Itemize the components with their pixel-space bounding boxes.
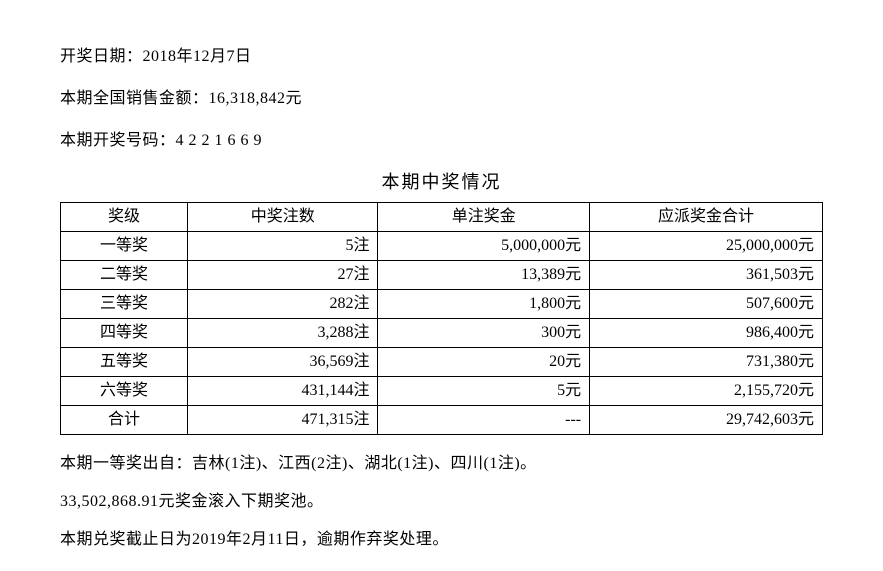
cell-unit: 5,000,000元 [378, 232, 590, 261]
numbers-line: 本期开奖号码：4 2 2 1 6 6 9 [60, 126, 823, 150]
numbers-label: 本期开奖号码： [60, 132, 176, 149]
cell-total: 25,000,000元 [590, 232, 823, 261]
rollover-line: 33,502,868.91元奖金滚入下期奖池。 [60, 487, 823, 511]
cell-count: 431,144注 [187, 377, 377, 406]
sales-value: 16,318,842元 [209, 90, 303, 107]
cell-level: 四等奖 [61, 319, 188, 348]
prize-table-body: 一等奖 5注 5,000,000元 25,000,000元 二等奖 27注 13… [61, 232, 823, 435]
cell-level: 合计 [61, 406, 188, 435]
cell-level: 三等奖 [61, 290, 188, 319]
first-prize-origin-label: 本期一等奖出自： [60, 455, 192, 472]
table-header-row: 奖级 中奖注数 单注奖金 应派奖金合计 [61, 203, 823, 232]
col-header-level: 奖级 [61, 203, 188, 232]
table-row: 三等奖 282注 1,800元 507,600元 [61, 290, 823, 319]
cell-count: 5注 [187, 232, 377, 261]
cell-total: 2,155,720元 [590, 377, 823, 406]
section-title: 本期中奖情况 [60, 168, 823, 194]
cell-count: 3,288注 [187, 319, 377, 348]
cell-count: 27注 [187, 261, 377, 290]
cell-unit: 13,389元 [378, 261, 590, 290]
cell-level: 五等奖 [61, 348, 188, 377]
cell-count: 282注 [187, 290, 377, 319]
sales-label: 本期全国销售金额： [60, 90, 209, 107]
first-prize-origin-value: 吉林(1注)、江西(2注)、湖北(1注)、四川(1注)。 [192, 455, 537, 472]
col-header-unit: 单注奖金 [378, 203, 590, 232]
cell-total: 507,600元 [590, 290, 823, 319]
cell-level: 二等奖 [61, 261, 188, 290]
cell-level: 一等奖 [61, 232, 188, 261]
col-header-count: 中奖注数 [187, 203, 377, 232]
cell-total: 361,503元 [590, 261, 823, 290]
prize-table: 奖级 中奖注数 单注奖金 应派奖金合计 一等奖 5注 5,000,000元 25… [60, 202, 823, 435]
cell-unit: 300元 [378, 319, 590, 348]
cell-unit: 20元 [378, 348, 590, 377]
cell-total: 986,400元 [590, 319, 823, 348]
table-row: 六等奖 431,144注 5元 2,155,720元 [61, 377, 823, 406]
cell-total: 29,742,603元 [590, 406, 823, 435]
draw-date-label: 开奖日期： [60, 48, 143, 65]
table-row: 四等奖 3,288注 300元 986,400元 [61, 319, 823, 348]
cell-count: 471,315注 [187, 406, 377, 435]
numbers-value: 4 2 2 1 6 6 9 [176, 132, 263, 149]
cell-count: 36,569注 [187, 348, 377, 377]
col-header-total: 应派奖金合计 [590, 203, 823, 232]
cell-unit: 1,800元 [378, 290, 590, 319]
cell-unit: 5元 [378, 377, 590, 406]
table-row: 五等奖 36,569注 20元 731,380元 [61, 348, 823, 377]
cell-total: 731,380元 [590, 348, 823, 377]
table-row: 一等奖 5注 5,000,000元 25,000,000元 [61, 232, 823, 261]
table-row: 二等奖 27注 13,389元 361,503元 [61, 261, 823, 290]
deadline-line: 本期兑奖截止日为2019年2月11日，逾期作弃奖处理。 [60, 525, 823, 549]
table-row-total: 合计 471,315注 --- 29,742,603元 [61, 406, 823, 435]
lottery-result-page: 开奖日期：2018年12月7日 本期全国销售金额：16,318,842元 本期开… [0, 0, 883, 571]
cell-unit: --- [378, 406, 590, 435]
first-prize-origin-line: 本期一等奖出自：吉林(1注)、江西(2注)、湖北(1注)、四川(1注)。 [60, 449, 823, 473]
sales-line: 本期全国销售金额：16,318,842元 [60, 84, 823, 108]
draw-date-line: 开奖日期：2018年12月7日 [60, 42, 823, 66]
draw-date-value: 2018年12月7日 [143, 48, 252, 65]
cell-level: 六等奖 [61, 377, 188, 406]
